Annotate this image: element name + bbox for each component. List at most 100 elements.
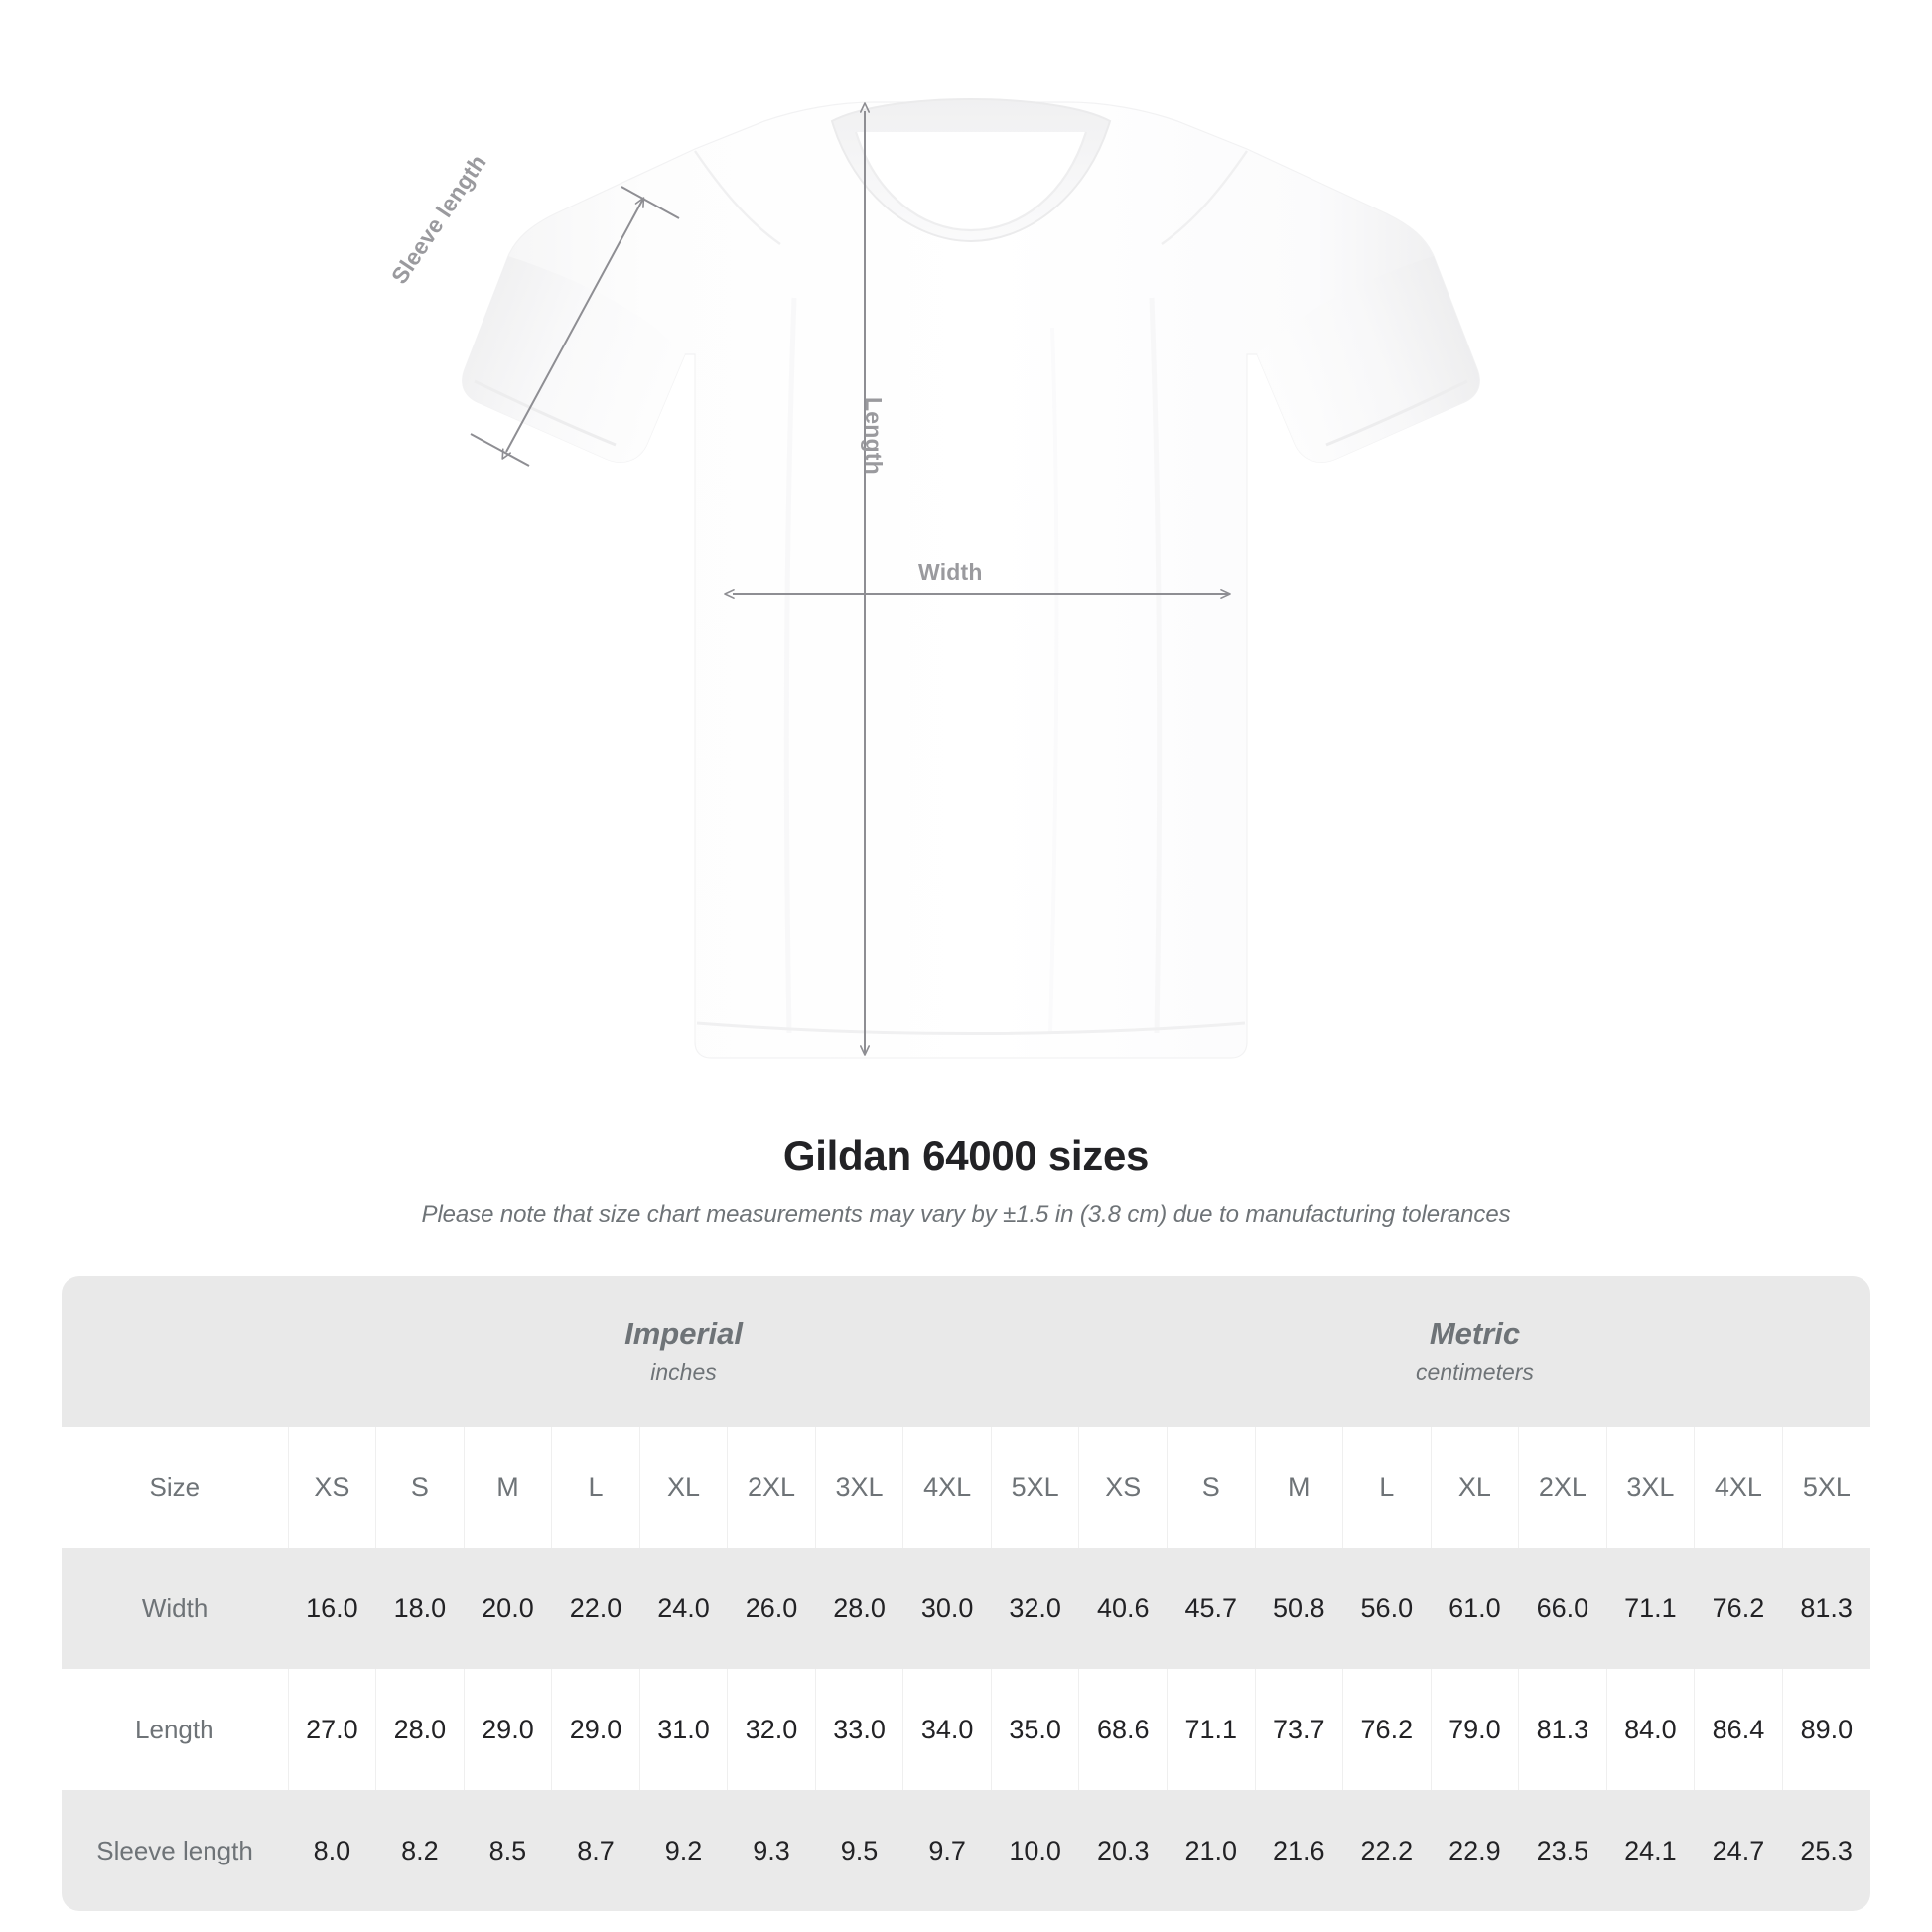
cell-width-imperial-5xl: 32.0 bbox=[991, 1548, 1079, 1669]
cell-sleeve-metric-l: 22.2 bbox=[1342, 1790, 1432, 1911]
cell-sleeve-metric-3xl: 24.1 bbox=[1606, 1790, 1695, 1911]
cell-sleeve-imperial-m: 8.5 bbox=[464, 1790, 552, 1911]
cell-sleeve-imperial-2xl: 9.3 bbox=[727, 1790, 816, 1911]
unit-sub-imperial: inches bbox=[650, 1359, 717, 1386]
table-row: Width 16.0 18.0 20.0 22.0 24.0 26.0 28.0… bbox=[62, 1548, 1870, 1669]
size-header-imperial-l: L bbox=[551, 1427, 640, 1548]
size-header-metric-l: L bbox=[1342, 1427, 1432, 1548]
cell-length-imperial-m: 29.0 bbox=[463, 1669, 552, 1790]
unit-name-imperial: Imperial bbox=[624, 1315, 743, 1351]
cell-sleeve-metric-2xl: 23.5 bbox=[1518, 1790, 1607, 1911]
size-header-imperial-4xl: 4XL bbox=[902, 1427, 992, 1548]
cell-length-metric-5xl: 89.0 bbox=[1781, 1669, 1870, 1790]
cell-length-metric-xs: 68.6 bbox=[1078, 1669, 1168, 1790]
cell-length-imperial-5xl: 35.0 bbox=[990, 1669, 1079, 1790]
size-header-imperial-m: M bbox=[463, 1427, 552, 1548]
cell-length-metric-3xl: 84.0 bbox=[1605, 1669, 1695, 1790]
cell-width-imperial-2xl: 26.0 bbox=[727, 1548, 816, 1669]
cell-sleeve-metric-m: 21.6 bbox=[1255, 1790, 1343, 1911]
cell-width-metric-l: 56.0 bbox=[1342, 1548, 1432, 1669]
row-header-size: Size bbox=[62, 1427, 289, 1548]
cell-sleeve-metric-xs: 20.3 bbox=[1078, 1790, 1168, 1911]
unit-sub-metric: centimeters bbox=[1416, 1359, 1534, 1386]
row-label-width: Width bbox=[62, 1548, 289, 1669]
cell-sleeve-imperial-3xl: 9.5 bbox=[815, 1790, 903, 1911]
size-header-metric-xs: XS bbox=[1078, 1427, 1168, 1548]
size-table-container: Imperial inches Metric centimeters Size … bbox=[62, 1276, 1870, 1911]
table-row: Sleeve length 8.0 8.2 8.5 8.7 9.2 9.3 9.… bbox=[62, 1790, 1870, 1911]
tshirt-diagram: Sleeve length Length Width bbox=[386, 97, 1480, 1059]
cell-width-metric-s: 45.7 bbox=[1167, 1548, 1256, 1669]
size-header-metric-4xl: 4XL bbox=[1694, 1427, 1783, 1548]
size-header-metric-m: M bbox=[1254, 1427, 1343, 1548]
cell-width-metric-m: 50.8 bbox=[1255, 1548, 1343, 1669]
cell-width-imperial-xs: 16.0 bbox=[288, 1548, 376, 1669]
size-header-imperial-xl: XL bbox=[638, 1427, 728, 1548]
cell-length-imperial-4xl: 34.0 bbox=[902, 1669, 992, 1790]
length-label: Length bbox=[861, 397, 887, 475]
title-block: Gildan 64000 sizes Please note that size… bbox=[0, 1132, 1932, 1229]
tshirt-garment bbox=[462, 97, 1480, 1059]
cell-sleeve-imperial-xl: 9.2 bbox=[639, 1790, 728, 1911]
cell-length-metric-s: 71.1 bbox=[1166, 1669, 1256, 1790]
cell-length-metric-4xl: 86.4 bbox=[1694, 1669, 1783, 1790]
size-header-metric-2xl: 2XL bbox=[1518, 1427, 1607, 1548]
sleeve-tick-top bbox=[621, 186, 680, 219]
cell-width-imperial-xl: 24.0 bbox=[639, 1548, 728, 1669]
sleeve-tick-bottom bbox=[470, 433, 530, 467]
tolerance-note: Please note that size chart measurements… bbox=[421, 1201, 1511, 1228]
cell-sleeve-imperial-5xl: 10.0 bbox=[991, 1790, 1079, 1911]
unit-name-metric: Metric bbox=[1429, 1315, 1521, 1351]
cell-length-metric-l: 76.2 bbox=[1342, 1669, 1432, 1790]
tshirt-illustration bbox=[462, 97, 1480, 1059]
size-header-row: Size XS S M L XL 2XL 3XL 4XL 5XL XS S M … bbox=[62, 1427, 1870, 1548]
cell-width-metric-xl: 61.0 bbox=[1431, 1548, 1519, 1669]
cell-width-metric-5xl: 81.3 bbox=[1782, 1548, 1870, 1669]
size-header-imperial-xs: XS bbox=[287, 1427, 376, 1548]
size-header-metric-xl: XL bbox=[1430, 1427, 1519, 1548]
cell-length-imperial-3xl: 33.0 bbox=[814, 1669, 903, 1790]
unit-header-row: Imperial inches Metric centimeters bbox=[62, 1276, 1870, 1427]
cell-length-imperial-xs: 27.0 bbox=[287, 1669, 376, 1790]
sleeve-length-arrow bbox=[501, 197, 645, 460]
table-row: Length 27.0 28.0 29.0 29.0 31.0 32.0 33.… bbox=[62, 1669, 1870, 1790]
unit-group-metric: Metric centimeters bbox=[1078, 1276, 1870, 1427]
size-header-metric-5xl: 5XL bbox=[1781, 1427, 1870, 1548]
cell-width-imperial-m: 20.0 bbox=[464, 1548, 552, 1669]
size-header-metric-s: S bbox=[1166, 1427, 1256, 1548]
size-header-imperial-2xl: 2XL bbox=[727, 1427, 816, 1548]
size-header-imperial-s: S bbox=[375, 1427, 465, 1548]
cell-length-metric-xl: 79.0 bbox=[1430, 1669, 1519, 1790]
cell-sleeve-imperial-4xl: 9.7 bbox=[902, 1790, 992, 1911]
row-label-length: Length bbox=[62, 1669, 289, 1790]
cell-width-imperial-s: 18.0 bbox=[375, 1548, 465, 1669]
size-header-imperial-5xl: 5XL bbox=[990, 1427, 1079, 1548]
row-label-sleeve-length: Sleeve length bbox=[62, 1790, 289, 1911]
cell-width-metric-2xl: 66.0 bbox=[1518, 1548, 1607, 1669]
width-label: Width bbox=[918, 559, 983, 585]
cell-length-imperial-2xl: 32.0 bbox=[727, 1669, 816, 1790]
cell-length-imperial-xl: 31.0 bbox=[638, 1669, 728, 1790]
cell-sleeve-imperial-s: 8.2 bbox=[375, 1790, 465, 1911]
size-table: Imperial inches Metric centimeters Size … bbox=[62, 1276, 1870, 1911]
size-header-imperial-3xl: 3XL bbox=[814, 1427, 903, 1548]
cell-width-imperial-4xl: 30.0 bbox=[902, 1548, 992, 1669]
cell-sleeve-imperial-l: 8.7 bbox=[551, 1790, 640, 1911]
cell-sleeve-imperial-xs: 8.0 bbox=[288, 1790, 376, 1911]
cell-length-metric-2xl: 81.3 bbox=[1518, 1669, 1607, 1790]
cell-width-metric-3xl: 71.1 bbox=[1606, 1548, 1695, 1669]
measurement-annotations bbox=[470, 102, 1231, 1056]
page-title: Gildan 64000 sizes bbox=[782, 1132, 1150, 1178]
cell-width-imperial-l: 22.0 bbox=[551, 1548, 640, 1669]
unit-header-spacer bbox=[62, 1276, 289, 1427]
cell-sleeve-metric-s: 21.0 bbox=[1167, 1790, 1256, 1911]
cell-width-metric-4xl: 76.2 bbox=[1694, 1548, 1783, 1669]
cell-width-imperial-3xl: 28.0 bbox=[815, 1548, 903, 1669]
cell-length-imperial-s: 28.0 bbox=[375, 1669, 465, 1790]
cell-sleeve-metric-xl: 22.9 bbox=[1431, 1790, 1519, 1911]
unit-group-imperial: Imperial inches bbox=[288, 1276, 1079, 1427]
cell-length-imperial-l: 29.0 bbox=[551, 1669, 640, 1790]
cell-sleeve-metric-4xl: 24.7 bbox=[1694, 1790, 1783, 1911]
cell-width-metric-xs: 40.6 bbox=[1078, 1548, 1168, 1669]
